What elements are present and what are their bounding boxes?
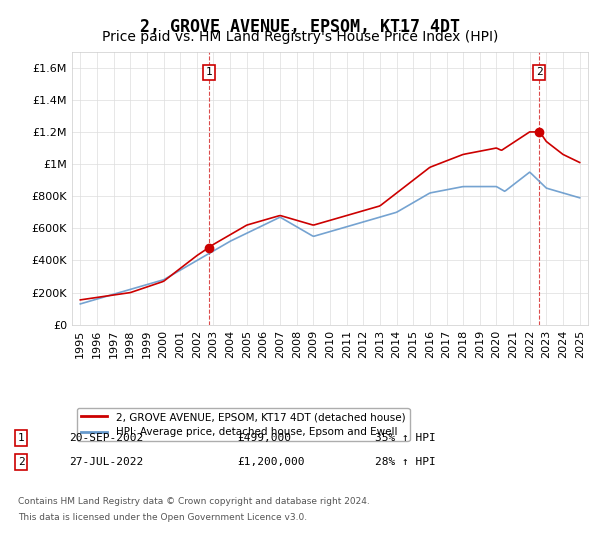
Text: Contains HM Land Registry data © Crown copyright and database right 2024.: Contains HM Land Registry data © Crown c… — [18, 497, 370, 506]
Text: 20-SEP-2002: 20-SEP-2002 — [69, 433, 143, 443]
Text: 35% ↑ HPI: 35% ↑ HPI — [375, 433, 436, 443]
Legend: 2, GROVE AVENUE, EPSOM, KT17 4DT (detached house), HPI: Average price, detached : 2, GROVE AVENUE, EPSOM, KT17 4DT (detach… — [77, 408, 410, 441]
Text: 1: 1 — [17, 433, 25, 443]
Text: Price paid vs. HM Land Registry's House Price Index (HPI): Price paid vs. HM Land Registry's House … — [102, 30, 498, 44]
Text: This data is licensed under the Open Government Licence v3.0.: This data is licensed under the Open Gov… — [18, 514, 307, 522]
Text: 28% ↑ HPI: 28% ↑ HPI — [375, 457, 436, 467]
Text: 2, GROVE AVENUE, EPSOM, KT17 4DT: 2, GROVE AVENUE, EPSOM, KT17 4DT — [140, 18, 460, 36]
Text: 1: 1 — [205, 67, 212, 77]
Text: 2: 2 — [17, 457, 25, 467]
Text: 2: 2 — [536, 67, 542, 77]
Text: 27-JUL-2022: 27-JUL-2022 — [69, 457, 143, 467]
Text: £499,000: £499,000 — [237, 433, 291, 443]
Text: £1,200,000: £1,200,000 — [237, 457, 305, 467]
